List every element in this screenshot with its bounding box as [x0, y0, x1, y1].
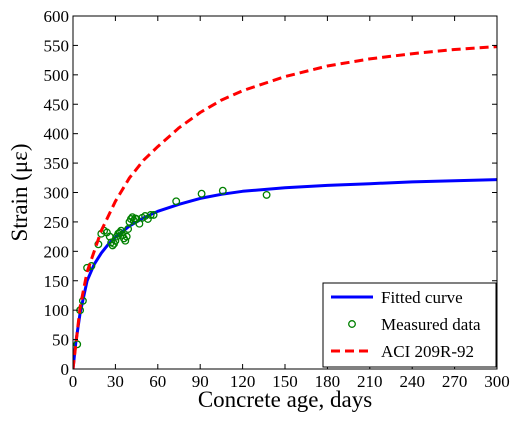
- y-tick-label: 200: [44, 242, 70, 261]
- measured-data-point: [262, 190, 271, 199]
- x-tick-label: 150: [272, 372, 298, 391]
- y-tick-label: 350: [44, 154, 70, 173]
- y-tick-label: 150: [44, 272, 70, 291]
- plot-area: [73, 45, 497, 369]
- measured-data-point: [111, 236, 120, 245]
- legend-label: Fitted curve: [381, 288, 463, 307]
- y-tick-label: 550: [44, 36, 70, 55]
- measured-data-point: [124, 225, 133, 233]
- y-axis-label: Strain (με): [7, 144, 32, 242]
- y-tick-label: 400: [44, 125, 70, 144]
- measured-data-point: [149, 210, 158, 219]
- y-tick-label: 450: [44, 95, 70, 114]
- measured-data-point: [146, 210, 155, 219]
- y-tick-label: 500: [44, 66, 70, 85]
- measured-data-point: [121, 236, 130, 245]
- x-tick-label: 30: [107, 372, 124, 391]
- x-axis-label: Concrete age, days: [198, 387, 372, 412]
- x-tick-label: 90: [192, 372, 209, 391]
- x-tick-label: 300: [484, 372, 510, 391]
- legend-label: ACI 209R-92: [381, 342, 474, 361]
- series-line-aci-209r-92: [73, 45, 497, 369]
- axes: 0 30 60 90 120 150 180 210 240 270 300 0 50 100 150 200…: [44, 7, 510, 391]
- x-tick-label: 270: [442, 372, 468, 391]
- y-tick-label: 50: [52, 331, 69, 350]
- x-tick-label: 120: [230, 372, 256, 391]
- legend-label: Measured data: [381, 315, 481, 334]
- y-tick-label: 250: [44, 213, 70, 232]
- measured-data-point: [117, 226, 126, 235]
- y-tick-label: 300: [44, 184, 70, 203]
- x-tick-label: 180: [315, 372, 341, 391]
- x-tick-label: 210: [357, 372, 383, 391]
- measured-data-point: [197, 189, 206, 198]
- y-tick-label: 0: [61, 360, 70, 379]
- measured-data-point: [172, 197, 181, 206]
- series-group: [73, 45, 497, 369]
- x-tick-label: 240: [399, 372, 425, 391]
- measured-data-point: [122, 232, 131, 241]
- series-line-fitted-curve: [73, 178, 497, 369]
- legend-swatch: [348, 320, 356, 328]
- x-tick-label: 60: [149, 372, 166, 391]
- y-tick-label: 600: [44, 7, 70, 26]
- legend: Fitted curve Measured data ACI 209R-92: [322, 282, 497, 368]
- y-tick-label: 100: [44, 301, 70, 320]
- x-tick-label: 0: [69, 372, 78, 391]
- measured-data-point: [218, 186, 227, 195]
